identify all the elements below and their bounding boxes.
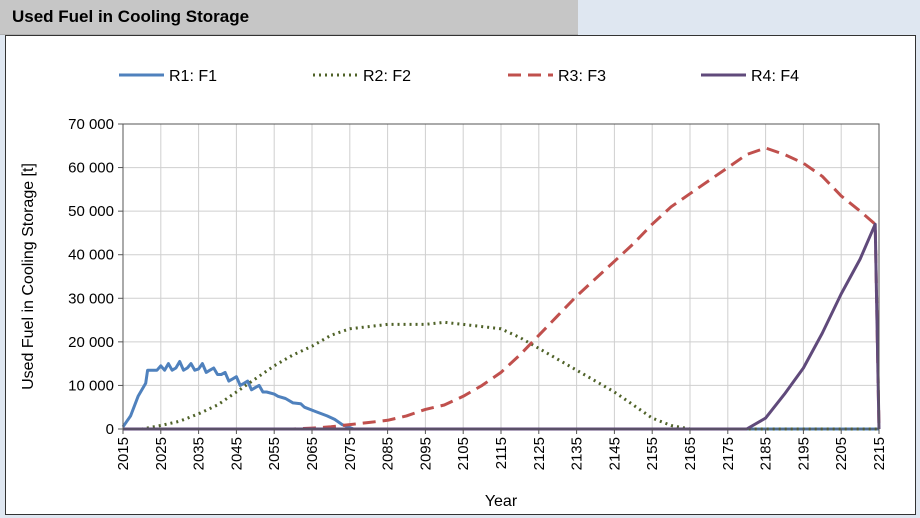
x-tick-label: 2125 [531, 437, 548, 470]
y-tick-label: 40 000 [68, 247, 114, 264]
line-chart: 0 10 000 20 000 30 000 40 000 50 000 60 000 70 … [20, 68, 888, 510]
y-tick-label: 10 000 [68, 377, 114, 394]
x-tick-label: 2175 [720, 437, 737, 470]
x-tick-label: 2205 [833, 437, 850, 470]
y-tick-label: 60 000 [68, 160, 114, 177]
x-tick-label: 2195 [795, 437, 812, 470]
y-tick-label: 30 000 [68, 290, 114, 307]
x-tick-label: 2165 [682, 437, 699, 470]
page-title: Used Fuel in Cooling Storage [12, 7, 250, 26]
x-tick-label: 2085 [380, 437, 397, 470]
x-tick-label: 2055 [266, 437, 283, 470]
y-tick-label: 50 000 [68, 203, 114, 220]
series-line-2 [123, 320, 879, 431]
y-tick-label: 70 000 [68, 116, 114, 133]
x-tick-label: 2095 [417, 437, 434, 470]
y-tick-label: 20 000 [68, 334, 114, 351]
x-tick-label: 2215 [871, 437, 888, 470]
x-tick-label: 2115 [493, 437, 510, 469]
y-tick-label: 0 [106, 421, 114, 438]
chart-area: 0 10 000 20 000 30 000 40 000 50 000 60 000 70 … [5, 35, 916, 515]
x-tick-label: 2035 [191, 437, 208, 470]
x-tick-label: 2155 [644, 437, 661, 470]
series-line-1 [121, 360, 879, 431]
x-tick-label: 2075 [342, 437, 359, 470]
x-tick-label: 2185 [758, 437, 775, 470]
legend-label-4: R4: F4 [751, 68, 799, 85]
x-tick-label: 2045 [228, 437, 245, 470]
x-tick-label: 2145 [606, 437, 623, 470]
legend-label-2: R2: F2 [363, 68, 411, 85]
y-axis-title: Used Fuel in Cooling Storage [t] [20, 163, 37, 390]
legend-label-1: R1: F1 [169, 68, 217, 85]
x-tick-label: 2015 [115, 437, 132, 470]
x-tick-label: 2135 [569, 437, 586, 470]
x-axis-title: Year [485, 493, 518, 510]
x-tick-label: 2025 [153, 437, 170, 470]
title-bar: Used Fuel in Cooling Storage [0, 0, 578, 35]
legend-label-3: R3: F3 [558, 68, 606, 85]
series-line-4 [123, 222, 881, 431]
x-tick-label: 2065 [304, 437, 321, 470]
x-tick-label: 2105 [455, 437, 472, 470]
series-line-3 [123, 146, 881, 431]
